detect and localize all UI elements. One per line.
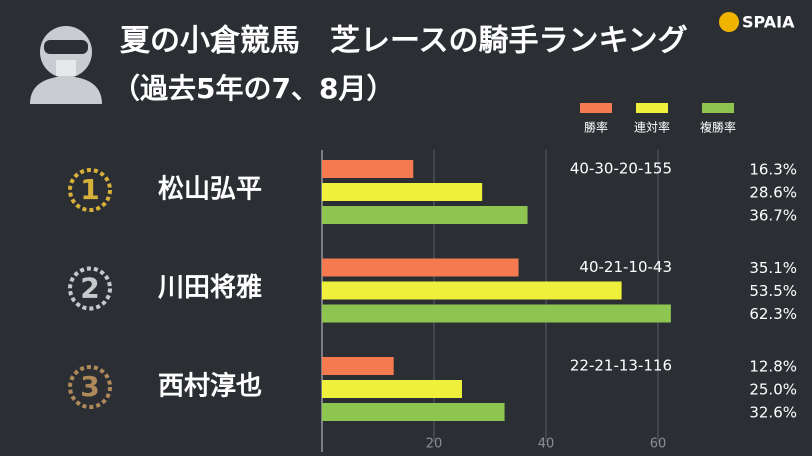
chart-title: 夏の小倉競馬 芝レースの騎手ランキング xyxy=(120,24,688,59)
x-tick-label: 60 xyxy=(650,437,667,452)
value-label: 25.0% xyxy=(749,381,797,399)
rank-number: 2 xyxy=(80,272,99,305)
value-label: 12.8% xyxy=(749,358,797,376)
bar xyxy=(322,403,505,421)
legend-swatch xyxy=(702,103,734,113)
bar xyxy=(322,380,462,398)
legend-swatch xyxy=(580,103,612,113)
brand-logo: SPAIA xyxy=(719,12,795,32)
bar xyxy=(322,183,483,201)
x-tick-label: 20 xyxy=(426,437,443,452)
bar xyxy=(322,357,394,375)
record-label: 40-21-10-43 xyxy=(579,258,672,276)
value-label: 36.7% xyxy=(749,207,797,225)
jockey-icon xyxy=(30,26,102,104)
bar xyxy=(322,258,519,277)
legend-swatch xyxy=(636,103,668,113)
value-label: 53.5% xyxy=(749,282,797,300)
legend-label: 連対率 xyxy=(634,120,670,135)
bar xyxy=(322,304,671,323)
record-label: 40-30-20-155 xyxy=(570,160,672,178)
value-label: 62.3% xyxy=(749,305,797,323)
bar xyxy=(322,160,414,178)
record-label: 22-21-13-116 xyxy=(570,357,672,375)
brand: SPAIA xyxy=(742,13,795,32)
legend-label: 複勝率 xyxy=(700,120,736,135)
y-tick-label: 川田将雅 xyxy=(158,273,262,303)
value-label: 16.3% xyxy=(749,161,797,179)
chart-subtitle: （過去5年の7、8月） xyxy=(112,72,394,105)
rank-number: 3 xyxy=(80,370,99,403)
rank-medal xyxy=(68,168,112,212)
bar xyxy=(322,206,528,224)
x-tick-label: 40 xyxy=(538,437,555,452)
rank-number: 1 xyxy=(80,173,99,206)
value-label: 32.6% xyxy=(749,404,797,422)
rank-medal xyxy=(68,266,112,311)
legend-label: 勝率 xyxy=(584,120,608,135)
rank-medal xyxy=(68,365,112,409)
y-tick-label: 松山弘平 xyxy=(158,175,262,205)
y-tick-label: 西村淳也 xyxy=(158,371,262,402)
bar xyxy=(322,281,622,300)
value-label: 35.1% xyxy=(749,259,797,277)
value-label: 28.6% xyxy=(749,184,797,202)
